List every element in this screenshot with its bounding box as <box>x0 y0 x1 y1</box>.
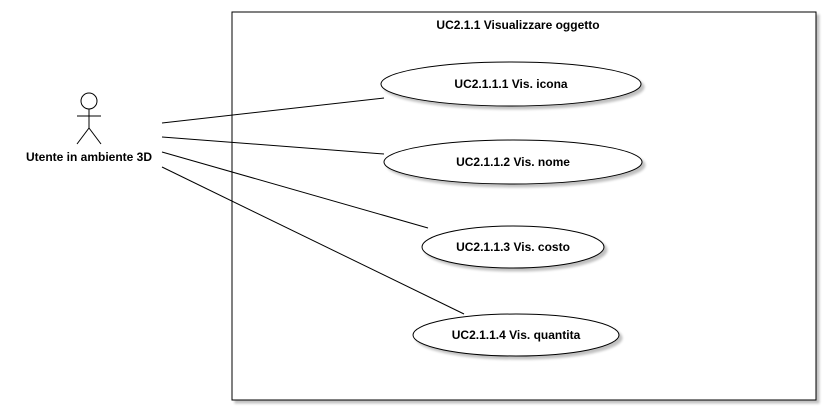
association-line-4 <box>161 166 465 315</box>
use-case-label: UC2.1.1.2 Vis. nome <box>456 155 570 169</box>
use-case-ellipse <box>383 139 643 185</box>
association-line-3 <box>161 151 429 229</box>
association-line-1 <box>161 97 385 124</box>
system-title: UC2.1.1 Visualizzare oggetto <box>436 18 599 32</box>
associations <box>161 97 465 315</box>
use-case-label: UC2.1.1.3 Vis. costo <box>456 240 570 254</box>
actor-left-leg <box>76 127 90 145</box>
actor-head <box>80 92 98 110</box>
use-case-2[interactable]: UC2.1.1.2 Vis. nome <box>383 139 643 185</box>
actor-right-leg <box>88 127 102 145</box>
use-case-4[interactable]: UC2.1.1.4 Vis. quantita <box>412 313 620 357</box>
use-case-label: UC2.1.1.1 Vis. icona <box>454 77 567 91</box>
use-case-ellipse <box>380 61 642 107</box>
actor-stick-figure <box>76 92 102 145</box>
association-line-2 <box>161 136 385 155</box>
use-case-ellipse <box>421 225 605 269</box>
use-case-3[interactable]: UC2.1.1.3 Vis. costo <box>421 225 605 269</box>
use-case-label: UC2.1.1.4 Vis. quantita <box>452 328 581 342</box>
use-case-1[interactable]: UC2.1.1.1 Vis. icona <box>380 61 642 107</box>
use-case-ellipse <box>412 313 620 357</box>
actor-label: Utente in ambiente 3D <box>26 150 152 164</box>
